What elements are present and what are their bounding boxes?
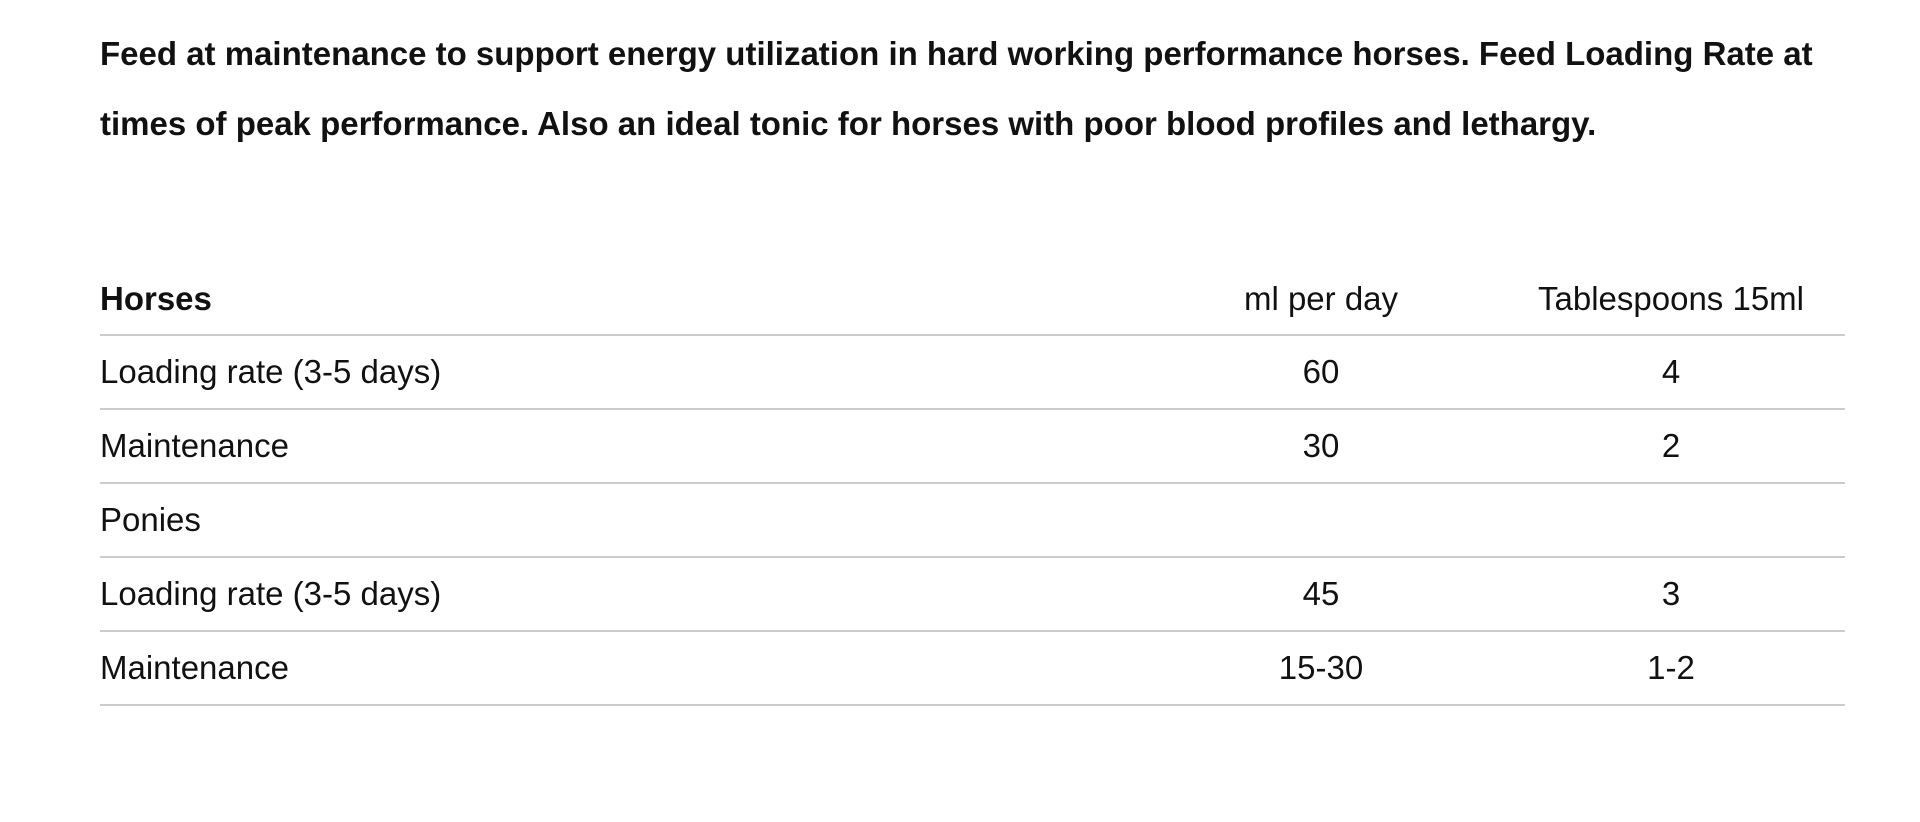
table-body: Loading rate (3-5 days) 60 4 Maintenance 30 2…: [100, 335, 1845, 706]
table-cell: [1145, 483, 1497, 558]
table-row: Maintenance 30 2: [100, 409, 1845, 484]
table-cell: [1497, 483, 1845, 558]
table-cell: Maintenance: [100, 409, 1145, 484]
table-row: Ponies: [100, 483, 1845, 558]
table-cell: 2: [1497, 409, 1845, 484]
table-cell: Loading rate (3-5 days): [100, 335, 1145, 410]
table-cell: 15-30: [1145, 631, 1497, 706]
table-cell: Maintenance: [100, 631, 1145, 706]
table-cell: Loading rate (3-5 days): [100, 557, 1145, 632]
table-row: Loading rate (3-5 days) 60 4: [100, 335, 1845, 410]
table-cell: 60: [1145, 335, 1497, 410]
table-cell: 1-2: [1497, 631, 1845, 706]
intro-text: Feed at maintenance to support energy ut…: [100, 35, 1813, 142]
dosage-table: Horses ml per day Tablespoons 15ml Loadi…: [100, 263, 1845, 706]
table-cell: 4: [1497, 335, 1845, 410]
table-cell: 45: [1145, 557, 1497, 632]
table-cell: Ponies: [100, 483, 1145, 558]
header-cell: Tablespoons 15ml: [1497, 263, 1845, 336]
header-row: Horses ml per day Tablespoons 15ml: [100, 263, 1845, 336]
table-row: Loading rate (3-5 days) 45 3: [100, 557, 1845, 632]
header-cell: Horses: [100, 263, 1145, 336]
table-cell: 3: [1497, 557, 1845, 632]
header-cell: ml per day: [1145, 263, 1497, 336]
table-cell: 30: [1145, 409, 1497, 484]
table-row: Maintenance 15-30 1-2: [100, 631, 1845, 706]
table-header: Horses ml per day Tablespoons 15ml: [100, 263, 1845, 336]
